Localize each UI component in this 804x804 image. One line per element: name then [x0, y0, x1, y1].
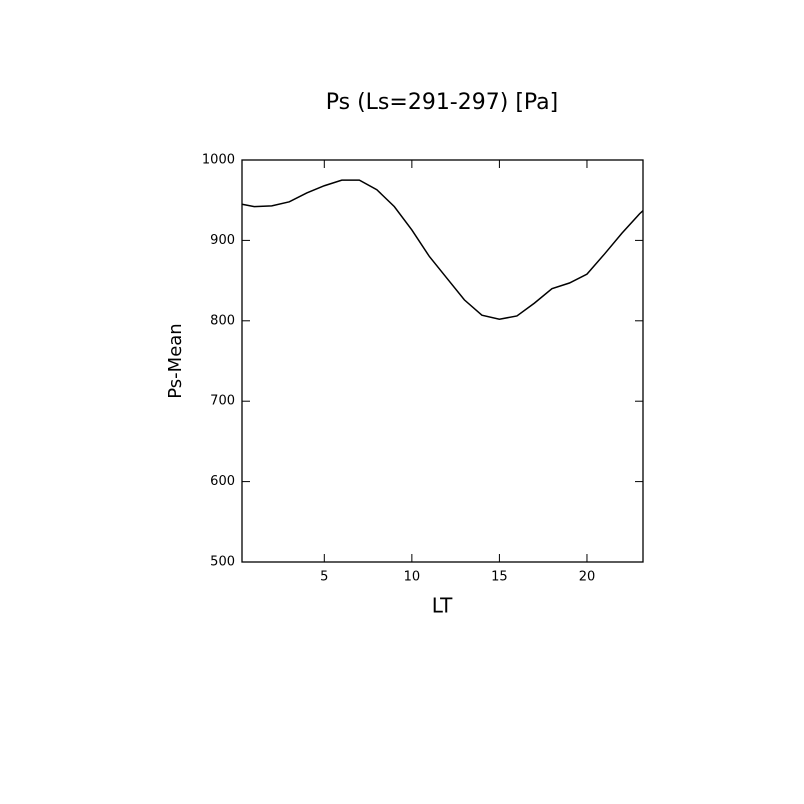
- data-line: [241, 179, 644, 320]
- y-tick-label: 600: [210, 474, 235, 489]
- plot-frame: [241, 159, 644, 563]
- y-tick-label: 800: [210, 313, 235, 328]
- y-tick-label: 1000: [202, 153, 235, 168]
- y-tick-label: 700: [210, 394, 235, 409]
- y-tick-label: 500: [210, 555, 235, 570]
- x-tick-label: 10: [404, 570, 421, 585]
- x-axis-label: LT: [432, 594, 453, 618]
- y-axis-label: Ps-Mean: [165, 323, 186, 398]
- chart-title: Ps (Ls=291-297) [Pa]: [326, 90, 559, 115]
- x-tick-label: 20: [579, 570, 596, 585]
- x-tick-label: 5: [320, 570, 328, 585]
- x-tick-label: 15: [491, 570, 508, 585]
- y-tick-label: 900: [210, 233, 235, 248]
